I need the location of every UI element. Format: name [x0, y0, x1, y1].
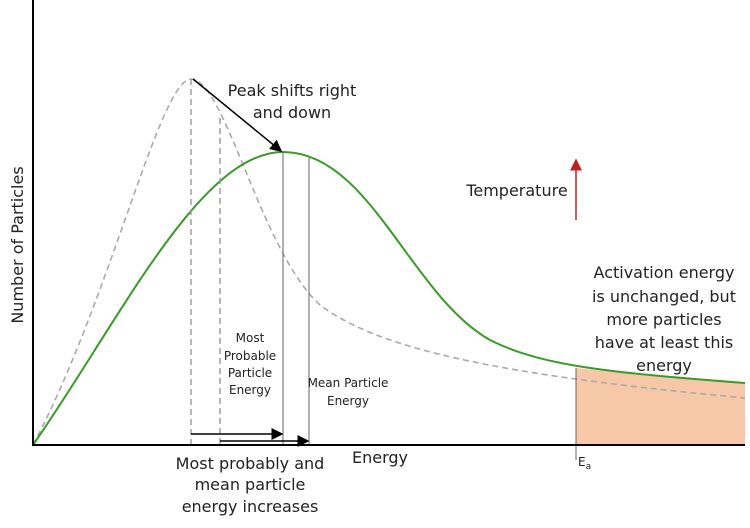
annotation: is unchanged, but: [592, 287, 736, 306]
annotation: energy: [636, 356, 692, 375]
annotation: Energy: [327, 394, 369, 408]
annotation: Most probably and: [176, 454, 325, 473]
annotation: Particle: [228, 366, 272, 380]
annotation: more particles: [606, 310, 721, 329]
annotation: energy increases: [182, 497, 319, 516]
old-markers: [190, 79, 221, 445]
axes: [32, 0, 745, 446]
annotation: Probable: [224, 349, 276, 363]
annotation: have at least this: [595, 333, 734, 352]
arrows: [191, 78, 310, 447]
y-axis-label: Number of Particles: [8, 166, 27, 323]
annotation: mean particle: [195, 475, 306, 494]
ea-main: E: [578, 455, 586, 469]
annotation: Peak shifts right: [228, 81, 357, 100]
high-temp-curve: [32, 150, 746, 446]
annotation: Temperature: [465, 181, 567, 200]
annotation: Energy: [229, 383, 271, 397]
annotation: Activation energy: [594, 263, 735, 282]
x-axis-label: Energy: [352, 448, 408, 467]
annotation: and down: [253, 103, 331, 122]
annotation: Mean Particle: [308, 376, 389, 390]
low-temp-curve: [32, 78, 746, 446]
ea-sub: a: [586, 462, 592, 472]
ea-label: Ea: [578, 455, 591, 472]
activation-area: [576, 368, 745, 445]
annotation: Most: [236, 331, 265, 345]
